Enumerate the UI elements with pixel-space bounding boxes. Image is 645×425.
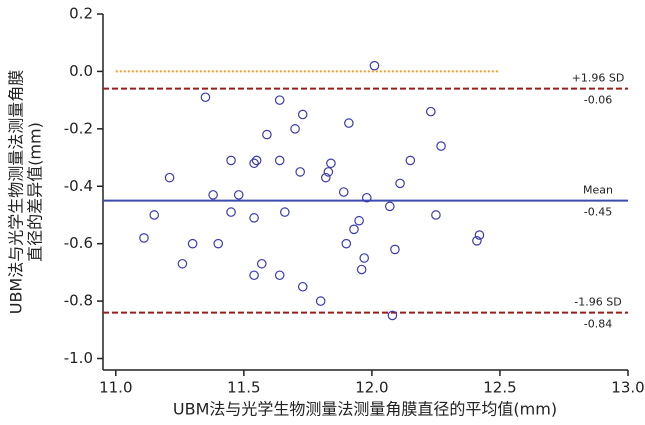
data-point (274, 270, 285, 281)
data-point (474, 230, 485, 240)
data-point (356, 264, 367, 275)
data-point (262, 129, 272, 140)
data-point (208, 190, 218, 200)
data-point (426, 106, 436, 117)
data-point (395, 178, 405, 189)
y-axis-label: 直径的差异值(mm) (26, 122, 45, 262)
data-point (431, 210, 441, 220)
x-axis-label: UBM法与光学生物测量法测量角膜直径的平均值(mm) (173, 400, 557, 419)
data-point (251, 155, 262, 166)
reference-value: -0.06 (584, 94, 612, 107)
reference-value: -0.84 (584, 318, 612, 331)
data-point (387, 310, 398, 321)
data-point (200, 92, 211, 103)
x-tick-label: 12.0 (355, 379, 388, 397)
data-point (187, 238, 198, 249)
x-tick-label: 13.0 (611, 379, 644, 397)
data-point (385, 201, 395, 212)
data-point (139, 233, 149, 243)
data-point (361, 192, 372, 203)
data-point (280, 207, 290, 217)
y-tick-label: -1.0 (64, 349, 93, 367)
data-point (369, 60, 380, 71)
y-tick-label: -0.8 (64, 292, 93, 310)
data-point (323, 167, 334, 177)
data-point (233, 190, 244, 200)
data-point (226, 155, 236, 166)
data-point (177, 258, 188, 269)
data-point (295, 167, 305, 177)
data-point (149, 210, 160, 220)
y-tick-label: -0.6 (64, 234, 93, 252)
reference-label: -1.96 SD (574, 296, 621, 309)
data-point (349, 224, 359, 235)
data-point (249, 270, 259, 281)
reference-label: +1.96 SD (572, 72, 625, 85)
data-point (249, 213, 259, 223)
data-point (326, 158, 336, 169)
y-tick-label: -0.2 (64, 119, 93, 137)
data-point (338, 187, 349, 197)
x-tick-label: 12.5 (483, 379, 516, 397)
data-point (472, 236, 482, 246)
data-point (341, 238, 352, 249)
data-point (344, 118, 354, 128)
data-point (226, 207, 236, 217)
data-point (256, 258, 267, 269)
reference-label: Mean (583, 184, 613, 197)
data-point (359, 253, 370, 263)
x-tick-label: 11.0 (99, 379, 132, 397)
data-point (297, 109, 308, 120)
y-tick-label: 0.0 (69, 62, 93, 80)
data-point (390, 244, 400, 255)
data-point (297, 281, 308, 292)
data-point (405, 155, 416, 166)
y-axis-label: UBM法与光学生物测量法测量角膜 (7, 70, 26, 315)
data-point (274, 155, 285, 166)
data-point (213, 238, 224, 249)
reference-value: -0.45 (584, 206, 612, 219)
data-point (321, 172, 331, 183)
data-point (436, 141, 446, 151)
data-point (274, 95, 285, 105)
data-point (290, 124, 300, 134)
y-tick-label: -0.4 (64, 177, 93, 195)
data-point (164, 172, 175, 183)
y-tick-label: 0.2 (69, 5, 93, 23)
x-tick-label: 11.5 (227, 379, 260, 397)
data-point (354, 215, 364, 226)
data-point (315, 296, 326, 306)
data-point (249, 158, 259, 169)
